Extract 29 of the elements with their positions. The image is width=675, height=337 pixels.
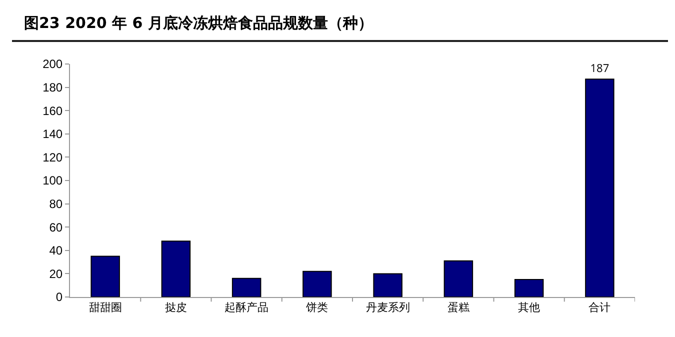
x-tick-label: 饼类 (305, 301, 328, 314)
y-tick-label: 200 (42, 57, 63, 72)
bar (514, 279, 544, 297)
x-tick-label: 起酥产品 (224, 301, 269, 314)
x-tick-label: 丹麦系列 (366, 301, 410, 314)
x-tick-label: 甜甜圈 (88, 301, 122, 314)
bar (302, 270, 332, 297)
bar (373, 273, 402, 297)
y-tick-label: 40 (49, 244, 63, 258)
y-tick-label: 20 (49, 266, 63, 281)
y-tick-label: 120 (42, 150, 63, 164)
bar (90, 256, 120, 297)
bar (585, 78, 614, 297)
y-tick-label: 60 (49, 220, 63, 234)
y-tick-label: 100 (42, 174, 63, 188)
x-tick-label: 挞皮 (164, 301, 187, 314)
x-tick-label: 合计 (588, 301, 611, 314)
chart-title: 图23 2020 年 6 月底冷冻烘焙食品品规数量（种） (24, 14, 373, 33)
y-tick-label: 160 (42, 104, 63, 118)
y-tick-label: 80 (49, 197, 63, 211)
y-tick-label: 180 (42, 80, 63, 94)
x-tick-label: 其他 (518, 301, 540, 314)
y-tick-label: 140 (42, 127, 63, 142)
y-tick-label: 0 (56, 290, 63, 304)
bar (161, 240, 191, 297)
bar (232, 278, 262, 297)
bar (444, 260, 474, 297)
data-label: 187 (590, 61, 610, 76)
x-tick-label: 蛋糕 (447, 302, 470, 314)
